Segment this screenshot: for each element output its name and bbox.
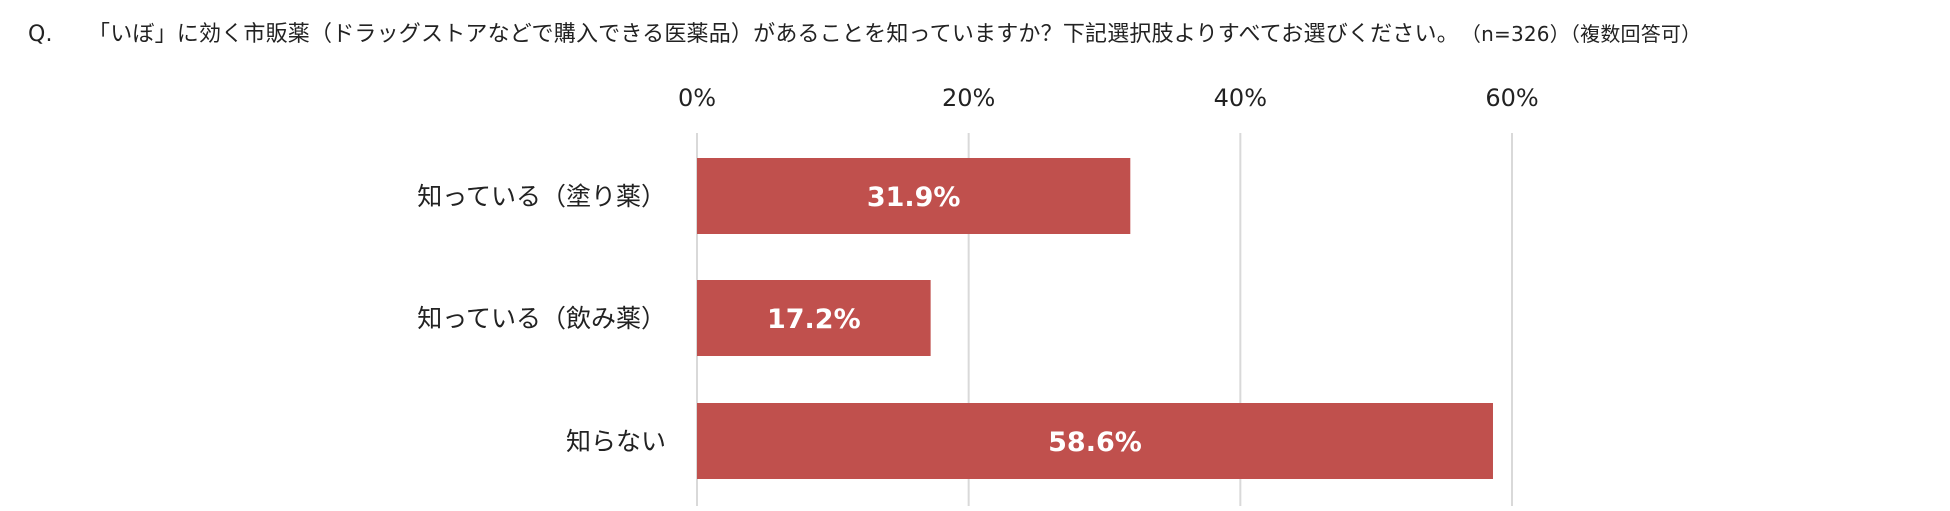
category-label: 知っている（飲み薬） xyxy=(417,304,666,333)
data-label: 58.6% xyxy=(1048,427,1142,458)
question-text: Q. 「いぼ」に効く市販薬（ドラッグストアなどで購入できる医薬品）があることを知っ… xyxy=(28,18,1701,51)
data-labels: 31.9% 17.2% 58.6% xyxy=(767,182,1142,458)
question-prefix: Q. xyxy=(28,22,53,47)
x-tick-label: 60% xyxy=(1485,84,1538,112)
category-labels: 知っている（塗り薬） 知っている（飲み薬） 知らない xyxy=(417,182,666,456)
category-label: 知らない xyxy=(566,427,666,456)
x-tick-label: 40% xyxy=(1214,84,1267,112)
data-label: 31.9% xyxy=(867,182,961,213)
x-axis-ticks: 0% 20% 40% 60% xyxy=(678,84,1539,112)
category-label: 知っている（塗り薬） xyxy=(417,182,666,211)
data-label: 17.2% xyxy=(767,304,861,335)
x-tick-label: 20% xyxy=(942,84,995,112)
bar xyxy=(697,403,1493,479)
bars xyxy=(697,158,1493,479)
question-note: （n=326）（複数回答可） xyxy=(1470,22,1702,46)
x-tick-label: 0% xyxy=(678,84,716,112)
bar xyxy=(697,158,1131,234)
question-body: 「いぼ」に効く市販薬（ドラッグストアなどで購入できる医薬品）があることを知ってい… xyxy=(88,22,1459,47)
bar xyxy=(697,280,931,356)
